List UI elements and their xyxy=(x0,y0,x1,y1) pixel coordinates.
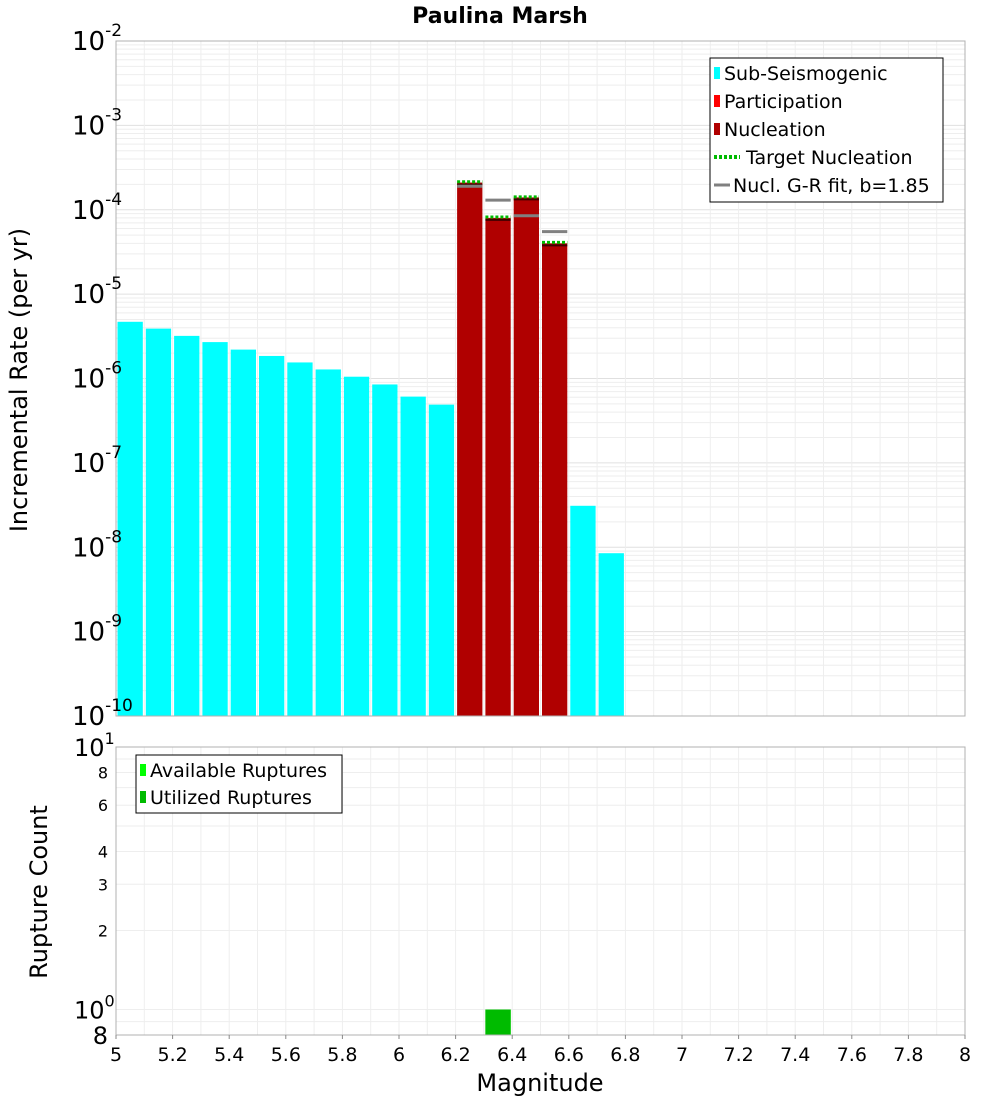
y-tick-label: 2 xyxy=(98,922,108,941)
legend-label-available-ruptures: Available Ruptures xyxy=(150,760,327,782)
x-axis-title: Magnitude xyxy=(476,1069,603,1097)
top-lines xyxy=(457,180,568,247)
legend-label-participation: Participation xyxy=(724,91,843,113)
top-y-ticks: 10-10 10-9 10-8 10-7 10-6 10-5 10-4 10-3 10-2 xyxy=(72,21,133,732)
x-tick-label: 8 xyxy=(959,1044,971,1066)
bar-nucleation xyxy=(457,182,483,716)
x-tick-label: 6.6 xyxy=(554,1044,584,1066)
bar-sub-seismogenic xyxy=(428,404,455,716)
bottom-y-axis-title: Rupture Count xyxy=(25,805,53,979)
x-tick-label: 7.6 xyxy=(837,1044,867,1066)
y-tick-label: 4 xyxy=(98,842,108,861)
x-tick-label: 6.8 xyxy=(610,1044,640,1066)
x-tick-label: 6.2 xyxy=(440,1044,470,1066)
y-tick-label: 10-6 xyxy=(72,359,122,395)
y-tick-label: 10-10 xyxy=(72,696,133,732)
chart-title: Paulina Marsh xyxy=(412,4,588,29)
y-tick-label: 10-3 xyxy=(72,105,122,141)
x-tick-label: 7.8 xyxy=(893,1044,923,1066)
bar-sub-seismogenic xyxy=(315,369,341,716)
x-tick-label: 5.4 xyxy=(214,1044,244,1066)
legend-swatch-nucleation xyxy=(714,123,720,135)
x-tick-label: 5.2 xyxy=(157,1044,187,1066)
y-tick-label: 10-5 xyxy=(72,274,122,310)
x-tick-label: 7.2 xyxy=(723,1044,753,1066)
x-tick-label: 5.6 xyxy=(271,1044,301,1066)
bottom-grid xyxy=(115,746,966,1036)
y-tick-label: 10-7 xyxy=(72,443,122,479)
legend-swatch-sub-seismogenic xyxy=(714,67,720,79)
bar-sub-seismogenic xyxy=(598,553,624,716)
legend-swatch-participation xyxy=(714,95,720,107)
legend-label-gr-fit: Nucl. G-R fit, b=1.85 xyxy=(733,175,930,197)
bottom-legend: Available Ruptures Utilized Ruptures xyxy=(135,754,343,814)
x-ticks: 5 5.2 5.4 5.6 5.8 6 6.2 6.4 6.6 6.8 7 7.2 7.4 7.6 7.8 8 xyxy=(110,1035,971,1066)
y-tick-label: 100 xyxy=(74,992,115,1025)
legend-label-sub-seismogenic: Sub-Seismogenic xyxy=(724,63,888,85)
bar-sub-seismogenic xyxy=(400,396,426,716)
bottom-bars xyxy=(485,1009,511,1035)
bar-sub-seismogenic xyxy=(145,328,172,716)
bar-sub-seismogenic xyxy=(343,376,370,716)
bar-nucleation xyxy=(513,197,539,717)
bar-sub-seismogenic xyxy=(117,321,143,716)
bar-sub-seismogenic xyxy=(230,349,256,716)
bar-nucleation xyxy=(542,243,568,717)
x-tick-label: 6 xyxy=(393,1044,405,1066)
bar-utilized-ruptures xyxy=(485,1009,511,1035)
bar-sub-seismogenic xyxy=(259,355,285,716)
x-tick-label: 5 xyxy=(110,1044,122,1066)
top-y-axis-title: Incremental Rate (per yr) xyxy=(5,228,33,532)
x-tick-label: 6.4 xyxy=(497,1044,527,1066)
y-tick-label: 3 xyxy=(98,875,108,894)
bar-sub-seismogenic xyxy=(202,342,228,716)
y-tick-label: 10-4 xyxy=(72,190,122,226)
bar-nucleation xyxy=(485,217,511,716)
top-legend: Sub-Seismogenic Participation Nucleation… xyxy=(709,57,944,203)
bar-sub-seismogenic xyxy=(174,335,200,716)
y-tick-label: 6 xyxy=(98,796,108,815)
legend-label-nucleation: Nucleation xyxy=(724,119,826,141)
top-bars xyxy=(117,182,624,717)
x-tick-label: 5.8 xyxy=(327,1044,357,1066)
bottom-plot-frame xyxy=(115,746,966,1036)
y-tick-label: 8 xyxy=(93,1022,108,1050)
y-tick-label: 10-2 xyxy=(72,21,122,57)
legend-swatch-available-ruptures xyxy=(140,764,146,776)
y-tick-label: 101 xyxy=(74,729,115,762)
x-tick-label: 7.4 xyxy=(780,1044,810,1066)
x-tick-label: 7 xyxy=(676,1044,688,1066)
y-tick-label: 8 xyxy=(98,763,108,782)
legend-label-target-nucleation: Target Nucleation xyxy=(745,147,913,169)
legend-label-utilized-ruptures: Utilized Ruptures xyxy=(150,787,312,809)
legend-swatch-utilized-ruptures xyxy=(140,791,146,803)
top-grid xyxy=(115,41,966,717)
y-tick-label: 10-9 xyxy=(72,612,122,648)
bar-sub-seismogenic xyxy=(372,384,398,716)
bar-sub-seismogenic xyxy=(570,505,596,716)
bar-sub-seismogenic xyxy=(287,362,313,716)
y-tick-label: 10-8 xyxy=(72,527,122,563)
top-plot-frame xyxy=(115,40,966,717)
